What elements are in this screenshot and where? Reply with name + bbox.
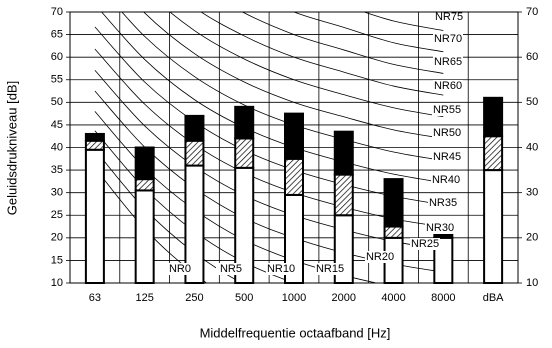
nr-curve: [121, 12, 444, 161]
y2-tick-label: 60: [526, 51, 538, 63]
y-tick-label: 55: [51, 74, 63, 86]
nr-label: NR55: [433, 104, 461, 116]
nr-curve: [362, 12, 444, 31]
bar-segment: [134, 146, 155, 181]
nr-label: NR25: [411, 238, 439, 250]
bar-segment: [333, 130, 354, 176]
y2-tick-label: 20: [526, 232, 538, 244]
bar-segment: [134, 189, 155, 285]
label-bg: [216, 263, 246, 275]
label-bg: [433, 56, 463, 68]
x-tick-label: 4000: [381, 292, 405, 304]
label-bg: [365, 251, 395, 263]
nr-label: NR35: [429, 197, 457, 209]
x-tick-label: 2000: [332, 292, 356, 304]
y2-tick-label: 50: [526, 96, 538, 108]
nr-label: NR20: [366, 251, 394, 263]
bar-segment: [234, 105, 255, 140]
y-tick-label: 60: [51, 51, 63, 63]
label-bg: [431, 174, 461, 186]
y-tick-label: 40: [51, 141, 63, 153]
label-bg: [165, 263, 195, 275]
y-tick-label: 10: [51, 277, 63, 289]
label-bg: [425, 222, 455, 234]
y-tick-label: 50: [51, 96, 63, 108]
bar-segment: [84, 132, 105, 142]
nr-label: NR15: [316, 263, 344, 275]
x-axis-title: Middelfrequentie octaafband [Hz]: [200, 325, 391, 340]
label-bg: [315, 263, 345, 275]
y-tick-label: 70: [51, 6, 63, 18]
bar-segment: [234, 137, 255, 169]
bar-segment: [134, 178, 155, 192]
nr-curve: [200, 12, 444, 96]
nr-label: NR50: [433, 127, 461, 139]
nr-curve: [241, 12, 444, 74]
bar-segment: [84, 139, 105, 151]
y-tick-label: 25: [51, 209, 63, 221]
nr-label: NR75: [435, 11, 463, 23]
label-bg: [432, 104, 462, 116]
bar-segment: [184, 114, 205, 142]
label-bg: [433, 80, 463, 92]
nr-curve: [169, 12, 444, 118]
y-tick-label: 45: [51, 119, 63, 131]
label-bg: [410, 238, 440, 250]
bar-segment: [483, 96, 504, 138]
nr-label: NR5: [220, 263, 242, 275]
y-tick-label: 15: [51, 254, 63, 266]
bar-segment: [284, 157, 304, 196]
bar-segment: [184, 139, 205, 167]
label-bg: [434, 11, 464, 23]
y2-tick-label: 10: [526, 277, 538, 289]
label-bg: [428, 197, 458, 209]
label-bg: [432, 151, 462, 163]
nr-label: NR65: [434, 56, 462, 68]
x-tick-label: 8000: [431, 292, 455, 304]
y2-tick-label: 70: [526, 6, 538, 18]
label-bg: [432, 127, 462, 139]
y-tick-label: 65: [51, 28, 63, 40]
x-tick-label: 250: [185, 292, 203, 304]
bar-segment: [383, 225, 404, 239]
nr-label: NR70: [434, 33, 462, 45]
bar-segment: [383, 178, 404, 228]
nr-label: NR30: [426, 222, 454, 234]
y-tick-label: 20: [51, 232, 63, 244]
y-tick-label: 30: [51, 187, 63, 199]
x-tick-label: 63: [89, 292, 101, 304]
bar-segment: [284, 112, 304, 160]
x-tick-label: 125: [135, 292, 153, 304]
nr-curve: [143, 12, 444, 139]
x-tick-label: dBA: [483, 292, 504, 304]
nr-label: NR40: [432, 174, 460, 186]
label-bg: [433, 33, 463, 45]
y2-tick-label: 40: [526, 141, 538, 153]
nr-label: NR45: [433, 151, 461, 163]
nr-curve: [101, 12, 444, 184]
bar-segment: [483, 169, 504, 284]
label-bg: [266, 263, 296, 275]
nr-curve: [292, 12, 444, 53]
x-tick-label: 1000: [282, 292, 306, 304]
bar-segment: [333, 173, 354, 217]
y-tick-label: 35: [51, 164, 63, 176]
nr-label: NR60: [434, 80, 462, 92]
y2-tick-label: 30: [526, 187, 538, 199]
plot-frame: [69, 11, 519, 284]
y-axis-title: Geluidsdrukniveau [dB]: [4, 81, 19, 215]
nr-label: NR0: [169, 263, 191, 275]
x-tick-label: 500: [235, 292, 253, 304]
bar-segment: [84, 148, 105, 284]
bar-segment: [483, 135, 504, 172]
nr-label: NR10: [267, 263, 295, 275]
